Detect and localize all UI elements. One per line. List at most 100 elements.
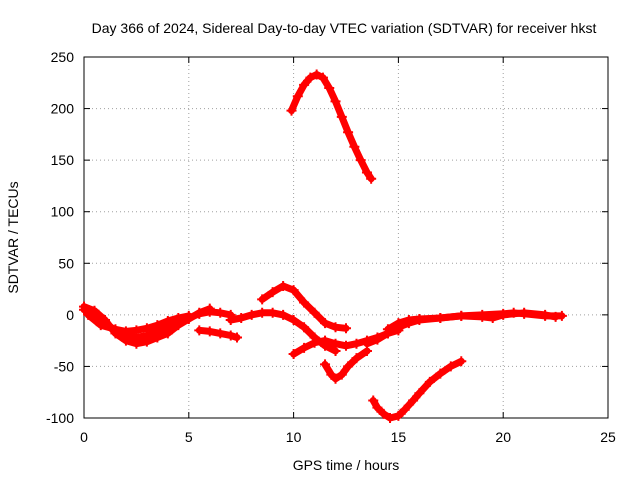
data-point — [257, 307, 268, 318]
data-point — [456, 310, 467, 321]
data-point — [372, 334, 383, 345]
data-point — [204, 303, 215, 314]
data-point — [183, 310, 194, 321]
data-point — [95, 320, 106, 331]
series-line — [369, 357, 465, 422]
data-point — [435, 312, 446, 323]
y-tick-label: 50 — [58, 255, 74, 271]
data-point — [336, 111, 347, 122]
data-point — [317, 72, 328, 83]
data-point — [89, 305, 100, 316]
data-point — [385, 413, 396, 423]
x-tick-label: 5 — [185, 429, 193, 445]
y-tick-label: -100 — [46, 410, 74, 426]
data-point — [361, 338, 372, 349]
data-point — [378, 408, 389, 419]
data-point — [299, 322, 310, 333]
data-point — [343, 361, 354, 372]
data-point — [236, 312, 247, 323]
data-point — [309, 337, 320, 348]
data-point — [299, 342, 310, 353]
data-point — [372, 402, 383, 413]
series-arc-short-2 — [225, 307, 341, 356]
data-point — [120, 335, 131, 346]
x-tick-label: 15 — [391, 429, 407, 445]
data-point — [79, 301, 89, 312]
x-tick-label: 25 — [600, 429, 616, 445]
data-point — [351, 353, 362, 364]
data-point — [320, 335, 331, 346]
data-point — [366, 173, 377, 184]
x-axis-label: GPS time / hours — [293, 457, 400, 473]
data-point — [435, 368, 446, 379]
data-point — [477, 311, 488, 322]
data-point — [403, 315, 414, 326]
data-point — [320, 318, 331, 329]
data-point — [311, 69, 322, 80]
data-point — [355, 155, 366, 166]
y-tick-label: 250 — [51, 49, 75, 65]
series-arc-dip — [320, 345, 372, 384]
data-point — [131, 325, 142, 336]
axis-ticks: 0 5 10 15 20 25 -100 -50 0 50 100 150 200 250 — [46, 49, 616, 445]
data-point — [110, 324, 121, 335]
data-point — [393, 318, 404, 329]
data-point — [225, 330, 236, 341]
data-point — [162, 328, 173, 339]
data-point — [267, 287, 278, 298]
data-point — [278, 280, 289, 291]
series-arc-low — [368, 356, 467, 423]
data-point — [414, 313, 425, 324]
data-point — [141, 323, 152, 334]
data-point — [498, 309, 509, 320]
data-point — [343, 127, 354, 138]
data-point — [424, 376, 435, 387]
data-point — [487, 312, 498, 323]
data-point — [361, 167, 372, 178]
y-tick-label: 100 — [51, 204, 75, 220]
chart-title: Day 366 of 2024, Sidereal Day-to-day VTE… — [92, 20, 597, 36]
data-point — [288, 285, 299, 296]
data-point — [414, 388, 425, 399]
data-point — [204, 326, 215, 337]
data-point — [83, 309, 94, 320]
data-point — [225, 315, 236, 326]
data-point — [368, 395, 379, 406]
data-point — [382, 324, 393, 335]
data-point — [215, 307, 226, 318]
data-point — [120, 326, 131, 337]
x-tick-label: 0 — [80, 429, 88, 445]
data-point — [286, 105, 297, 116]
data-point — [349, 141, 360, 152]
data-point — [173, 312, 184, 323]
data-point — [305, 72, 316, 83]
y-axis-label: SDTVAR / TECUs — [5, 181, 21, 293]
data-point — [320, 359, 331, 370]
data-point — [152, 320, 163, 331]
x-tick-label: 20 — [495, 429, 511, 445]
data-point — [292, 91, 303, 102]
data-point — [152, 332, 163, 343]
data-point — [288, 315, 299, 326]
data-point — [309, 307, 320, 318]
data-point — [330, 322, 341, 333]
data-point — [215, 328, 226, 339]
data-point — [445, 361, 456, 372]
data-point — [399, 404, 410, 415]
y-tick-label: 0 — [66, 307, 74, 323]
data-point — [408, 395, 419, 406]
y-tick-label: -50 — [54, 358, 74, 374]
series-line — [384, 309, 560, 333]
data-point — [141, 336, 152, 347]
data-point — [341, 323, 351, 334]
data-point — [131, 338, 142, 349]
data-series — [79, 69, 567, 423]
series-arc-tail-b — [382, 307, 561, 335]
series-line — [288, 71, 375, 183]
series-arc-high — [286, 69, 377, 184]
data-point — [278, 309, 289, 320]
data-point — [540, 309, 551, 320]
data-point — [341, 340, 351, 351]
data-point — [299, 297, 310, 308]
